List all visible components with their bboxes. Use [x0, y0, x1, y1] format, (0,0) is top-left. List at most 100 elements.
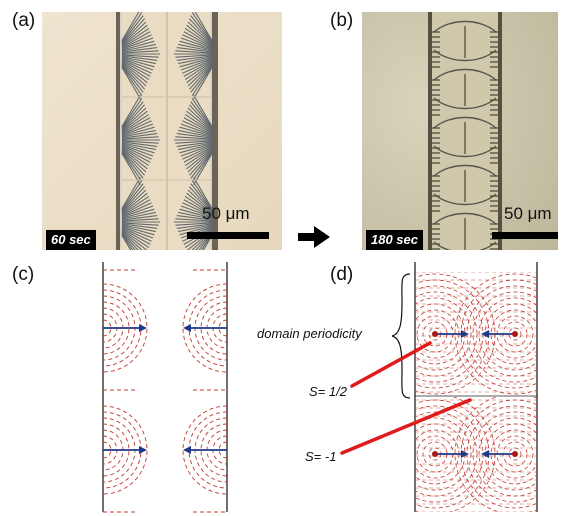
director-field	[415, 397, 537, 512]
texture-stroke	[186, 192, 213, 214]
texture-stroke	[121, 222, 159, 226]
director-arc	[415, 411, 478, 497]
defect-dot	[512, 451, 518, 457]
texture-stroke	[121, 66, 143, 96]
texture-stroke	[121, 148, 148, 170]
texture-stroke	[188, 150, 213, 176]
texture-stroke	[121, 110, 148, 132]
texture-stroke	[190, 151, 213, 179]
texture-stroke	[121, 107, 147, 131]
texture-stroke	[175, 54, 213, 58]
texture-stroke	[121, 104, 146, 130]
texture-stroke	[121, 63, 147, 87]
director-arc	[415, 297, 472, 371]
texture-stroke	[433, 241, 497, 250]
texture-stroke	[179, 57, 213, 68]
texture-stroke	[178, 142, 213, 151]
texture-stroke	[182, 120, 213, 135]
director-arc	[490, 429, 537, 479]
texture-stroke	[121, 117, 151, 134]
texture-stroke	[194, 12, 213, 41]
texture-stroke	[121, 227, 152, 242]
director-arc	[102, 423, 130, 477]
texture-stroke	[121, 145, 152, 160]
texture-stroke	[121, 57, 155, 68]
texture-stroke	[121, 24, 148, 46]
defect-dot	[432, 451, 438, 457]
director-arc	[478, 417, 537, 491]
texture-stroke	[121, 183, 144, 211]
panel-a-micrograph: 60 sec 50 μm	[42, 12, 282, 250]
texture-stroke	[121, 232, 139, 250]
texture-stroke	[121, 230, 148, 250]
director-arc	[200, 301, 228, 355]
texture-stroke	[121, 50, 159, 54]
texture-stroke	[121, 58, 154, 71]
texture-stroke	[121, 94, 141, 127]
texture-stroke	[121, 18, 146, 44]
texture-stroke	[121, 120, 152, 135]
texture-stroke	[175, 218, 213, 222]
panel-b-time-badge: 180 sec	[366, 230, 423, 250]
director-arc	[508, 447, 522, 461]
arrow-head	[461, 330, 469, 338]
texture-stroke	[121, 146, 151, 163]
texture-stroke	[180, 205, 213, 218]
texture-stroke	[121, 21, 147, 45]
texture-stroke	[121, 143, 155, 154]
texture-stroke	[121, 192, 148, 214]
texture-stroke	[182, 145, 213, 160]
texture-stroke	[121, 147, 150, 167]
panel-d-schematic	[414, 262, 538, 512]
texture-stroke	[121, 215, 158, 221]
texture-stroke	[121, 15, 144, 43]
texture-stroke	[175, 136, 213, 140]
texture-stroke	[121, 199, 151, 216]
texture-stroke	[121, 151, 144, 179]
texture-stroke	[433, 116, 497, 129]
texture-stroke	[191, 12, 213, 42]
texture-stroke	[190, 15, 213, 43]
texture-stroke	[179, 126, 213, 137]
arrow-head	[461, 450, 469, 458]
texture-stroke	[121, 12, 140, 41]
texture-stroke	[186, 148, 213, 170]
texture-stroke	[176, 141, 213, 147]
defect-dot	[432, 331, 438, 337]
texture-stroke	[121, 233, 136, 250]
texture-stroke	[179, 143, 213, 154]
texture-stroke	[179, 40, 213, 51]
texture-stroke	[182, 59, 213, 74]
texture-stroke	[121, 136, 159, 140]
arrow-head	[481, 330, 489, 338]
texture-stroke	[121, 62, 148, 84]
panel-c-label: (c)	[12, 264, 35, 285]
texture-stroke	[121, 64, 146, 90]
arrow-head	[139, 324, 147, 332]
texture-stroke	[121, 37, 154, 50]
texture-stroke	[121, 47, 158, 53]
texture-stroke	[121, 176, 141, 209]
texture-stroke	[121, 235, 132, 250]
panel-a-scale-label: 50 μm	[202, 204, 250, 223]
s-half-label: S= 1/2	[309, 384, 347, 399]
texture-stroke	[121, 229, 150, 249]
texture-stroke	[180, 37, 213, 50]
director-arc	[472, 291, 537, 377]
texture-stroke	[184, 147, 213, 167]
texture-stroke	[121, 55, 158, 61]
texture-stroke	[121, 61, 150, 81]
texture-stroke	[182, 34, 213, 49]
director-arc	[102, 301, 130, 355]
texture-stroke	[433, 164, 497, 177]
panel-a-scale-bar	[187, 232, 269, 239]
texture-stroke	[187, 149, 213, 173]
texture-stroke	[179, 208, 213, 219]
texture-stroke	[433, 49, 497, 62]
texture-stroke	[186, 24, 213, 46]
texture-stroke	[202, 235, 213, 250]
texture-stroke	[121, 223, 158, 229]
director-arc	[218, 441, 228, 459]
texture-stroke	[183, 117, 213, 134]
